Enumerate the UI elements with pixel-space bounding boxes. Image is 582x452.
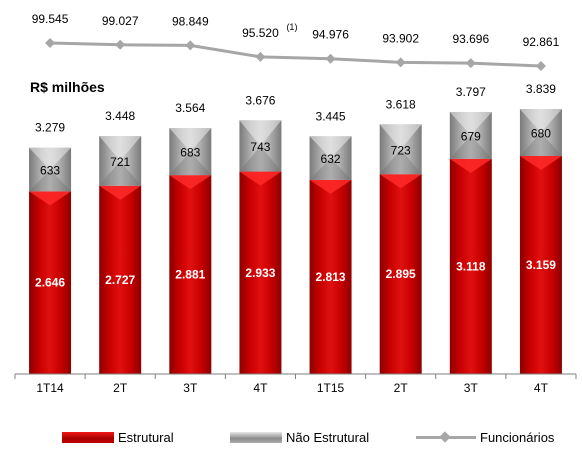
annotation-footnote: (1) bbox=[286, 22, 297, 32]
bar-label-nao-estrutural: 683 bbox=[180, 146, 200, 160]
bar-total-label: 3.448 bbox=[105, 109, 135, 123]
bar-estrutural bbox=[519, 156, 562, 374]
bar-total-label: 3.445 bbox=[316, 109, 346, 123]
bar-nao-estrutural-shade bbox=[519, 132, 562, 156]
line-marker-funcionarios bbox=[535, 61, 546, 71]
bar-nao-estrutural-highlight bbox=[99, 136, 142, 161]
bar-total-label: 3.676 bbox=[245, 93, 275, 107]
legend-label-nao-estrutural: Não Estrutural bbox=[286, 430, 370, 445]
bar-estrutural-highlight bbox=[99, 185, 142, 200]
bar-label-estrutural: 2.933 bbox=[245, 266, 275, 280]
x-tick-label: 4T bbox=[534, 381, 549, 395]
bar-total-label: 3.618 bbox=[386, 97, 416, 111]
bar-estrutural bbox=[379, 174, 422, 374]
bar-estrutural-highlight bbox=[449, 158, 492, 173]
unit-label: R$ milhões bbox=[30, 79, 105, 95]
x-tick-label: 2T bbox=[113, 381, 128, 395]
legend-item-funcionarios: Funcionários bbox=[416, 430, 554, 445]
legend-swatch-estrutural bbox=[62, 432, 114, 443]
line-marker-funcionarios bbox=[185, 40, 196, 51]
bar-estrutural bbox=[239, 171, 282, 374]
bar-label-nao-estrutural: 680 bbox=[531, 127, 551, 141]
line-marker-funcionarios bbox=[395, 57, 406, 68]
legend-item-estrutural: Estrutural bbox=[62, 430, 174, 445]
bar-nao-estrutural-highlight bbox=[449, 111, 492, 136]
bar-label-nao-estrutural: 723 bbox=[391, 143, 411, 157]
x-tick-label: 3T bbox=[464, 381, 479, 395]
line-marker-funcionarios bbox=[325, 53, 336, 64]
bar-estrutural bbox=[309, 179, 352, 374]
line-marker-funcionarios bbox=[465, 58, 476, 69]
bar-estrutural-highlight bbox=[169, 175, 212, 190]
line-label-funcionarios: 95.520 bbox=[242, 26, 279, 40]
bar-label-estrutural: 3.159 bbox=[526, 258, 556, 272]
legend-label-funcionarios: Funcionários bbox=[480, 430, 555, 445]
bar-nao-estrutural-shade bbox=[99, 160, 142, 186]
legend-swatch-nao-estrutural bbox=[230, 432, 282, 443]
bar-nao-estrutural-shade bbox=[239, 145, 282, 172]
bar-estrutural-highlight bbox=[379, 174, 422, 189]
bar-label-estrutural: 2.646 bbox=[35, 276, 65, 290]
bar-total-label: 3.839 bbox=[526, 82, 556, 96]
bar-total-label: 3.797 bbox=[456, 85, 486, 99]
line-label-funcionarios: 99.545 bbox=[32, 12, 69, 26]
bar-estrutural bbox=[29, 191, 72, 374]
bar-estrutural-highlight bbox=[239, 171, 282, 186]
line-funcionarios bbox=[50, 41, 541, 68]
bar-nao-estrutural-highlight bbox=[29, 147, 72, 170]
legend-label-estrutural: Estrutural bbox=[118, 430, 174, 445]
bar-total-label: 3.279 bbox=[35, 121, 65, 135]
bar-total-label: 3.564 bbox=[175, 101, 205, 115]
legend: Estrutural Não Estrutural Funcionários bbox=[0, 430, 582, 450]
bar-nao-estrutural-shade bbox=[379, 149, 422, 175]
line-label-funcionarios: 93.902 bbox=[382, 31, 419, 45]
bar-nao-estrutural-highlight bbox=[309, 136, 352, 159]
bar-nao-estrutural-highlight bbox=[379, 124, 422, 150]
line-marker-funcionarios bbox=[45, 38, 56, 48]
bar-label-estrutural: 3.118 bbox=[456, 259, 486, 273]
legend-item-nao-estrutural: Não Estrutural bbox=[230, 430, 369, 445]
x-tick-label: 1T14 bbox=[36, 381, 64, 395]
bar-nao-estrutural-highlight bbox=[169, 128, 212, 152]
bar-label-nao-estrutural: 632 bbox=[321, 152, 341, 166]
line-label-funcionarios: 98.849 bbox=[172, 14, 209, 28]
line-label-funcionarios: 99.027 bbox=[102, 14, 139, 28]
x-tick-label: 1T15 bbox=[317, 381, 345, 395]
legend-swatch-funcionarios bbox=[416, 431, 476, 443]
line-label-funcionarios: 94.976 bbox=[312, 28, 349, 42]
bar-nao-estrutural-highlight bbox=[519, 109, 562, 133]
bar-label-nao-estrutural: 743 bbox=[250, 140, 270, 154]
bar-nao-estrutural-shade bbox=[29, 169, 72, 192]
bar-nao-estrutural-highlight bbox=[239, 120, 282, 146]
line-label-funcionarios: 92.861 bbox=[523, 35, 560, 49]
bar-estrutural-highlight bbox=[519, 156, 562, 170]
bar-nao-estrutural-shade bbox=[309, 158, 352, 180]
bar-label-estrutural: 2.727 bbox=[105, 273, 135, 287]
bar-label-estrutural: 2.881 bbox=[175, 268, 205, 282]
bar-nao-estrutural-shade bbox=[169, 151, 212, 176]
line-label-funcionarios: 93.696 bbox=[452, 32, 489, 46]
bar-estrutural-highlight bbox=[309, 179, 352, 194]
bar-estrutural bbox=[169, 175, 212, 374]
x-tick-label: 2T bbox=[394, 381, 409, 395]
bar-label-nao-estrutural: 721 bbox=[110, 155, 130, 169]
bar-label-estrutural: 2.813 bbox=[316, 270, 346, 284]
line-marker-funcionarios bbox=[255, 51, 266, 62]
line-marker-funcionarios bbox=[115, 39, 126, 50]
x-tick-label: 3T bbox=[183, 381, 198, 395]
bar-nao-estrutural-shade bbox=[449, 135, 492, 159]
bar-label-estrutural: 2.895 bbox=[386, 267, 416, 281]
bar-estrutural-highlight bbox=[29, 191, 72, 206]
bar-label-nao-estrutural: 633 bbox=[40, 164, 60, 178]
x-tick-label: 4T bbox=[253, 381, 268, 395]
bar-estrutural bbox=[99, 185, 142, 374]
bar-label-nao-estrutural: 679 bbox=[461, 129, 481, 143]
bar-estrutural bbox=[449, 158, 492, 374]
